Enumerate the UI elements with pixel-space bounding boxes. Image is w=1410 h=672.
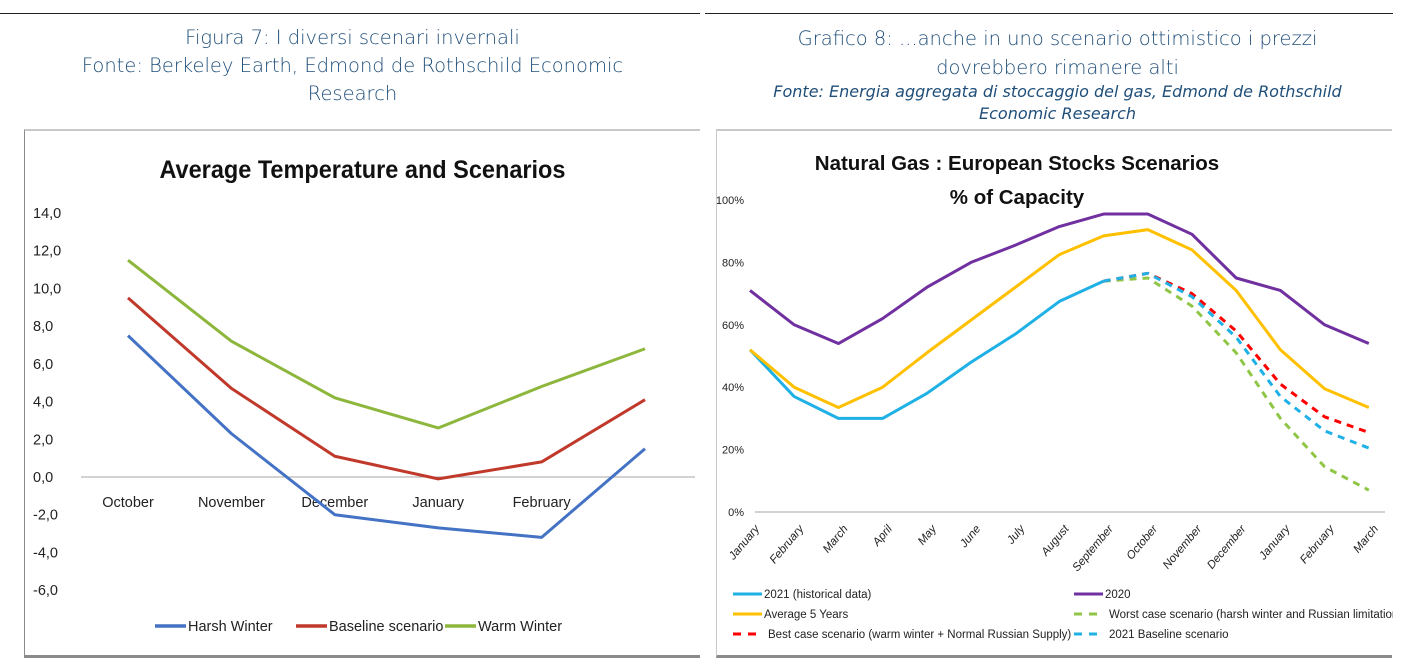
- gas-stocks-chart-panel: Natural Gas : European Stocks Scenarios%…: [716, 129, 1393, 658]
- x-tick-label: November: [1161, 522, 1205, 571]
- chart-title: Natural Gas : European Stocks Scenarios: [815, 152, 1219, 175]
- y-tick-label: 4,0: [33, 395, 53, 411]
- legend-label: Best case scenario (warm winter + Normal…: [768, 629, 1071, 641]
- legend-label: Harsh Winter: [188, 619, 273, 635]
- y-tick-label: 12,0: [33, 244, 61, 260]
- figure-7-caption: Figura 7: I diversi scenari invernali Fo…: [0, 24, 705, 108]
- x-tick-label: January: [1257, 522, 1294, 563]
- legend-label: Baseline scenario: [329, 619, 443, 635]
- series-line-harsh-winter: [126, 334, 646, 539]
- y-tick-label: 2,0: [33, 432, 53, 448]
- x-tick-label: February: [768, 522, 808, 566]
- chart-8-title: Grafico 8: ...anche in uno scenario otti…: [797, 27, 1318, 79]
- x-tick-label: June: [957, 523, 983, 551]
- temperature-chart-panel: Average Temperature and Scenarios 14,0 12,…: [24, 129, 700, 658]
- y-tick-label: 0%: [728, 507, 744, 519]
- x-tick-label: March: [1351, 523, 1381, 555]
- legend-label: Average 5 Years: [764, 609, 848, 621]
- x-tick-label: January: [726, 522, 763, 563]
- y-tick-label: 14,0: [33, 206, 61, 222]
- y-tick-label: 8,0: [33, 319, 53, 335]
- x-tick-label: May: [916, 522, 940, 547]
- x-tick-label: November: [198, 495, 265, 511]
- figure-7-source: Fonte: Berkeley Earth, Edmond de Rothsch…: [81, 54, 624, 105]
- y-tick-label: 80%: [722, 257, 744, 269]
- y-tick-label: 20%: [722, 445, 744, 457]
- x-tick-label: July: [1005, 522, 1029, 547]
- legend-label: 2021 Baseline scenario: [1109, 629, 1229, 641]
- y-tick-label: -4,0: [33, 545, 58, 561]
- y-tick-label: 6,0: [33, 357, 53, 373]
- x-tick-label: February: [1298, 522, 1338, 566]
- figure-7-title: Figura 7: I diversi scenari invernali: [185, 26, 520, 49]
- gas-stocks-chart: Natural Gas : European Stocks Scenarios%…: [717, 152, 1393, 641]
- series-line-baseline-scenario: [127, 296, 646, 481]
- y-tick-label: 10,0: [33, 281, 61, 297]
- series-line-2021-baseline-scenario: [1103, 271, 1370, 450]
- x-tick-label: April: [870, 523, 895, 549]
- series-line-warm-winter: [127, 258, 646, 430]
- temperature-chart: Average Temperature and Scenarios 14,0 12,…: [33, 156, 695, 635]
- chart-8-source: Fonte: Energia aggregata di stoccaggio d…: [773, 82, 1342, 123]
- x-tick-label: October: [1125, 522, 1161, 562]
- x-tick-label: December: [301, 495, 368, 511]
- series-line-worst-case-scenario-harsh-winter-and-russian-limitation-supply: [1103, 276, 1370, 492]
- chart-subtitle: % of Capacity: [950, 186, 1085, 209]
- x-tick-label: February: [513, 495, 572, 511]
- y-tick-label: 100%: [717, 195, 744, 207]
- series-line-2021-historical-data: [748, 279, 1105, 420]
- y-tick-label: 0,0: [33, 470, 53, 486]
- chart-title: Average Temperature and Scenarios: [159, 156, 565, 184]
- x-tick-label: January: [412, 495, 464, 511]
- y-tick-label: 40%: [722, 382, 744, 394]
- x-tick-label: December: [1205, 522, 1249, 571]
- legend-label: 2020: [1105, 589, 1131, 601]
- legend-label: Worst case scenario (harsh winter and Ru…: [1109, 609, 1393, 621]
- y-tick-label: -2,0: [33, 508, 58, 524]
- x-tick-label: August: [1039, 523, 1072, 560]
- series-line-2020: [749, 212, 1370, 346]
- y-tick-label: -6,0: [33, 583, 58, 599]
- x-tick-label: March: [821, 523, 851, 555]
- x-tick-label: October: [102, 495, 154, 511]
- y-tick-label: 60%: [722, 320, 744, 332]
- series-line-average-5-years: [749, 228, 1370, 409]
- x-tick-label: September: [1071, 522, 1117, 574]
- top-rule-left: [0, 13, 700, 14]
- legend-label: 2021 (historical data): [764, 589, 872, 601]
- top-rule-right: [705, 13, 1393, 14]
- legend-label: Warm Winter: [478, 619, 562, 635]
